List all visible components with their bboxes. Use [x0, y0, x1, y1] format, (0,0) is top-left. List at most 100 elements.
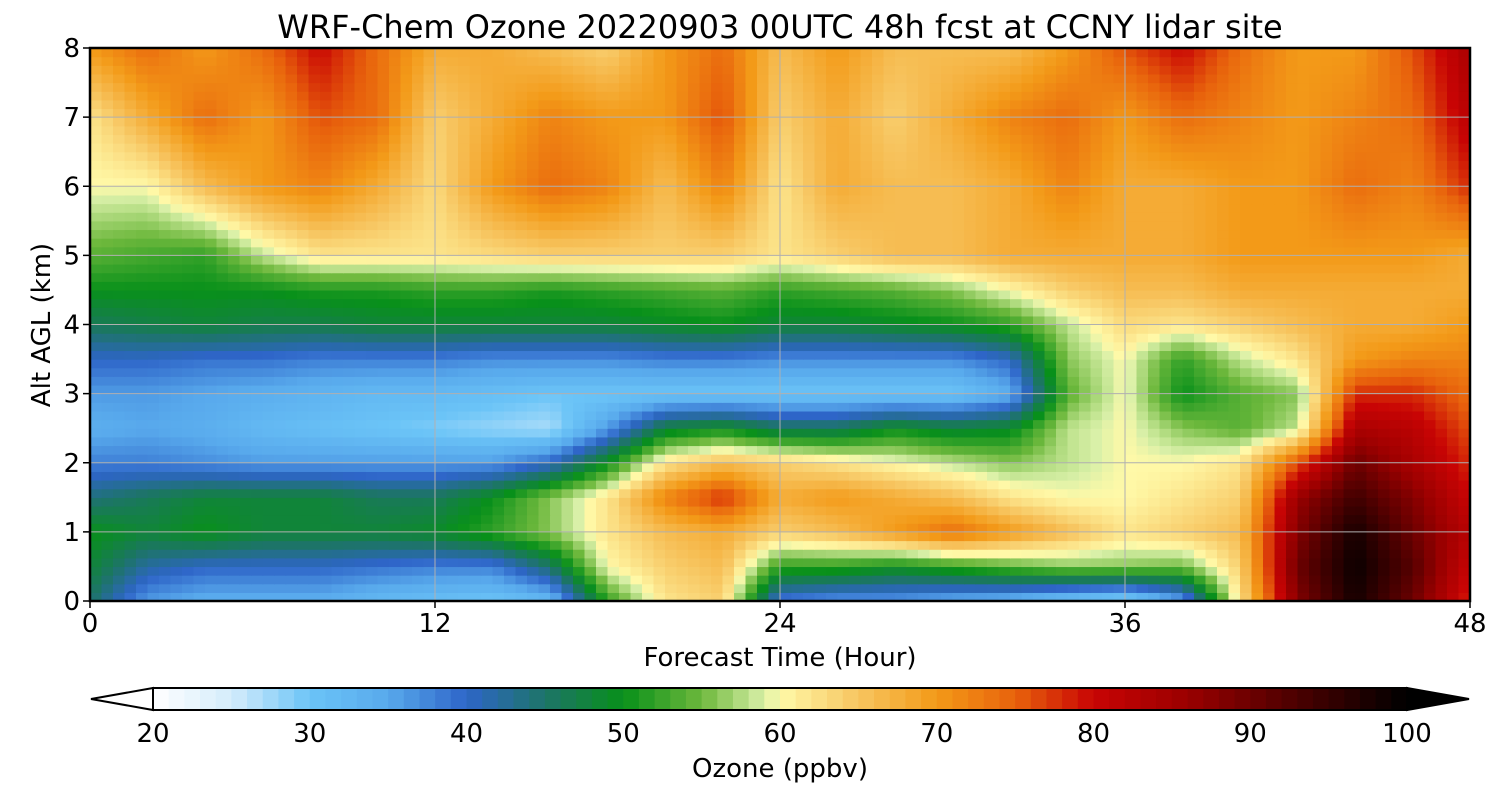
heatmap-cell: [469, 359, 482, 369]
heatmap-cell: [1378, 592, 1391, 601]
heatmap-cell: [883, 384, 896, 395]
heatmap-cell: [1090, 272, 1103, 282]
heatmap-cell: [1010, 549, 1023, 559]
heatmap-cell: [366, 264, 379, 274]
heatmap-cell: [435, 315, 448, 326]
heatmap-cell: [619, 333, 632, 343]
heatmap-cell: [791, 367, 804, 377]
heatmap-cell: [550, 436, 563, 447]
heatmap-cell: [1010, 264, 1023, 274]
heatmap-cell: [1412, 264, 1425, 274]
heatmap-cell: [423, 238, 436, 248]
heatmap-cell: [1113, 497, 1126, 507]
heatmap-cell: [1021, 583, 1034, 593]
heatmap-cell: [538, 428, 551, 438]
heatmap-cell: [1067, 264, 1080, 274]
heatmap-cell: [1274, 324, 1287, 334]
heatmap-cell: [1102, 497, 1115, 507]
heatmap-cell: [354, 428, 367, 438]
heatmap-cell: [435, 307, 448, 317]
heatmap-cell: [216, 246, 229, 256]
heatmap-cell: [1297, 333, 1310, 343]
heatmap-cell: [998, 367, 1011, 377]
heatmap-cell: [320, 384, 333, 395]
heatmap-cell: [1297, 419, 1310, 429]
heatmap-cell: [895, 557, 908, 568]
heatmap-cell: [883, 410, 896, 421]
heatmap-cell: [216, 531, 229, 542]
heatmap-cell: [538, 315, 551, 326]
heatmap-cell: [239, 333, 252, 343]
heatmap-cell: [596, 462, 609, 472]
heatmap-cell: [1366, 540, 1379, 550]
heatmap-cell: [1194, 497, 1207, 507]
heatmap-cell: [538, 583, 551, 593]
heatmap-cell: [1263, 531, 1276, 542]
heatmap-cell: [895, 575, 908, 585]
heatmap-cell: [1458, 480, 1470, 490]
heatmap-cell: [251, 505, 264, 516]
heatmap-cell: [653, 307, 666, 317]
heatmap-cell: [1033, 410, 1046, 421]
heatmap-cell: [883, 272, 896, 282]
heatmap-cell: [239, 238, 252, 248]
heatmap-cell: [1263, 505, 1276, 516]
heatmap-cell: [320, 272, 333, 282]
heatmap-cell: [1366, 557, 1379, 568]
heatmap-cell: [170, 436, 183, 447]
heatmap-cell: [1021, 410, 1034, 421]
heatmap-cell: [366, 272, 379, 282]
heatmap-cell: [124, 497, 137, 507]
heatmap-cell: [734, 531, 747, 542]
heatmap-cell: [607, 315, 620, 326]
heatmap-cell: [1286, 281, 1299, 291]
heatmap-cell: [722, 393, 735, 403]
heatmap-cell: [918, 359, 931, 369]
heatmap-cell: [331, 333, 344, 343]
heatmap-cell: [722, 549, 735, 559]
heatmap-cell: [90, 445, 103, 455]
heatmap-cell: [814, 583, 827, 593]
heatmap-cell: [1343, 583, 1356, 593]
heatmap-cell: [1033, 575, 1046, 585]
heatmap-cell: [308, 488, 321, 498]
heatmap-cell: [239, 341, 252, 352]
heatmap-cell: [412, 540, 425, 550]
heatmap-cell: [699, 471, 712, 481]
heatmap-cell: [308, 480, 321, 490]
heatmap-cell: [446, 289, 459, 300]
heatmap-cell: [136, 272, 149, 282]
heatmap-cell: [1067, 540, 1080, 550]
heatmap-cell: [1044, 471, 1057, 481]
heatmap-cell: [883, 531, 896, 542]
heatmap-cell: [1067, 471, 1080, 481]
heatmap-cell: [653, 575, 666, 585]
heatmap-cell: [872, 281, 885, 291]
heatmap-cell: [1251, 298, 1264, 308]
heatmap-cell: [573, 436, 586, 447]
heatmap-cell: [895, 246, 908, 256]
heatmap-cell: [251, 402, 264, 412]
heatmap-cell: [205, 315, 218, 326]
heatmap-cell: [929, 462, 942, 472]
heatmap-cell: [1274, 454, 1287, 464]
heatmap-cell: [435, 246, 448, 256]
heatmap-cell: [113, 523, 126, 533]
heatmap-cell: [1102, 471, 1115, 481]
heatmap-cell: [929, 454, 942, 464]
heatmap-cell: [343, 281, 356, 291]
heatmap-cell: [872, 540, 885, 550]
heatmap-cell: [653, 367, 666, 377]
heatmap-cell: [630, 454, 643, 464]
heatmap-cell: [458, 505, 471, 516]
heatmap-cell: [1159, 367, 1172, 377]
heatmap-cell: [573, 428, 586, 438]
heatmap-cell: [906, 341, 919, 352]
heatmap-cell: [205, 393, 218, 403]
heatmap-cell: [1309, 246, 1322, 256]
heatmap-cell: [550, 281, 563, 291]
heatmap-cell: [998, 436, 1011, 447]
heatmap-cell: [1136, 376, 1149, 386]
heatmap-cell: [1412, 255, 1425, 265]
heatmap-cell: [780, 592, 793, 601]
